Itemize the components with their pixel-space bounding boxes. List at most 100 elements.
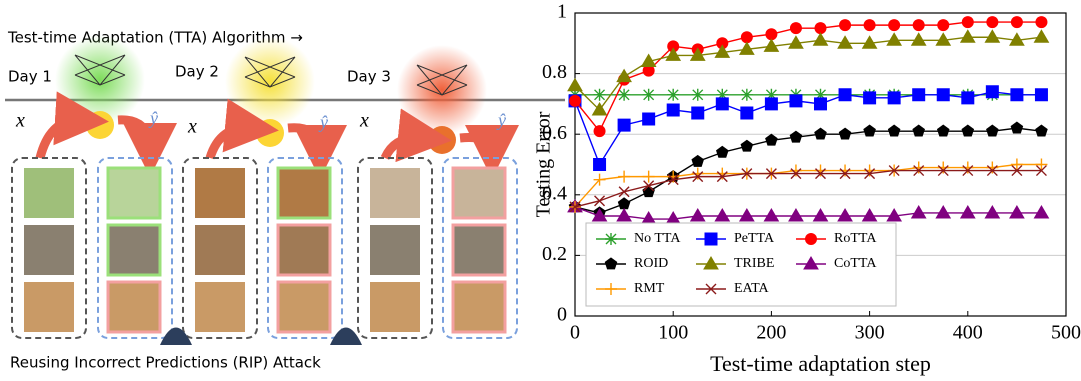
- data-point: [985, 206, 999, 218]
- data-point: [1035, 89, 1047, 101]
- y-axis-label: Testing Error: [533, 111, 555, 217]
- data-point: [569, 95, 581, 107]
- output-label: ŷ: [496, 110, 506, 130]
- data-point: [838, 209, 852, 221]
- data-point: [986, 86, 998, 98]
- data-point: [815, 98, 827, 110]
- data-point: [1035, 159, 1047, 171]
- legend-swatch: [805, 233, 817, 245]
- x-axis-label: Test-time adaptation step: [710, 351, 931, 376]
- data-point: [790, 95, 802, 107]
- data-point: [912, 206, 926, 218]
- data-point: [815, 128, 826, 139]
- data-point: [913, 89, 925, 101]
- diagram: Test-time Adaptation (TTA) Algorithm → D…: [5, 29, 565, 372]
- data-point: [594, 159, 606, 171]
- data-point: [618, 171, 630, 183]
- x-tick-label: 0: [570, 322, 580, 344]
- data-point: [617, 70, 631, 82]
- data-point: [839, 128, 850, 139]
- data-point: [1011, 89, 1023, 101]
- data-point: [692, 155, 703, 166]
- data-point: [937, 89, 949, 101]
- data-point: [715, 209, 729, 221]
- data-point: [864, 165, 876, 177]
- data-point: [717, 146, 728, 157]
- y-tick-label: 0: [557, 304, 567, 326]
- data-point: [888, 125, 899, 136]
- data-point: [1011, 16, 1023, 28]
- x-tick-label: 400: [953, 322, 983, 344]
- attacker-icons: [160, 328, 362, 346]
- input-label: x: [15, 110, 25, 132]
- data-point: [716, 98, 728, 110]
- network-glow: [225, 37, 315, 127]
- data-point: [815, 165, 827, 177]
- data-point: [913, 162, 925, 174]
- input-label: x: [187, 116, 197, 138]
- data-point: [814, 33, 828, 45]
- x-tick-label: 500: [1051, 322, 1081, 344]
- data-point: [765, 98, 777, 110]
- emoji: [86, 111, 114, 139]
- data-point: [985, 30, 999, 42]
- day-label: Day 3: [347, 68, 391, 86]
- data-point: [937, 19, 949, 31]
- legend-swatch: [605, 233, 617, 245]
- data-point: [764, 209, 778, 221]
- data-point: [962, 162, 974, 174]
- data-point: [618, 119, 630, 131]
- data-point: [789, 209, 803, 221]
- legend-label: No TTA: [634, 231, 681, 246]
- data-point: [741, 107, 753, 119]
- data-point: [888, 19, 900, 31]
- data-point: [839, 19, 851, 31]
- data-point: [790, 22, 802, 34]
- legend-swatch: [705, 233, 717, 245]
- data-point: [691, 209, 705, 221]
- data-point: [962, 16, 974, 28]
- data-point: [962, 92, 974, 104]
- diagram-caption: Reusing Incorrect Predictions (RIP) Atta…: [10, 354, 321, 372]
- data-point: [1011, 122, 1022, 133]
- emoji: [256, 119, 284, 147]
- figure: Test-time Adaptation (TTA) Algorithm → D…: [0, 0, 1081, 381]
- x-tick-label: 200: [756, 322, 786, 344]
- input-label: x: [359, 110, 369, 132]
- data-point: [617, 209, 631, 221]
- data-point: [839, 89, 851, 101]
- data-point: [913, 19, 925, 31]
- data-point: [986, 16, 998, 28]
- day-label: Day 2: [175, 63, 219, 81]
- data-point: [864, 19, 876, 31]
- data-point: [766, 134, 777, 145]
- data-point: [595, 196, 605, 206]
- day-label: Day 1: [8, 68, 52, 86]
- legend-label: CoTTA: [834, 256, 877, 271]
- data-point: [740, 209, 754, 221]
- network-glow: [397, 45, 487, 135]
- data-point: [594, 89, 606, 101]
- data-point: [716, 168, 728, 180]
- x-tick-label: 100: [658, 322, 688, 344]
- data-point: [692, 107, 704, 119]
- data-point: [692, 89, 704, 101]
- data-point: [667, 104, 679, 116]
- legend-label: RoTTA: [834, 231, 877, 246]
- legend-label: ROID: [634, 256, 668, 271]
- legend-label: EATA: [734, 281, 770, 296]
- data-point: [962, 125, 973, 136]
- data-point: [667, 89, 679, 101]
- data-point: [568, 79, 582, 91]
- image-columns: [12, 158, 517, 338]
- data-point: [1034, 206, 1048, 218]
- data-point: [790, 165, 802, 177]
- y-tick-label: 0.2: [542, 243, 567, 265]
- data-point: [643, 113, 655, 125]
- data-point: [986, 162, 998, 174]
- emoji: [428, 126, 456, 154]
- data-point: [741, 140, 752, 151]
- data-point: [912, 33, 926, 45]
- legend-label: RMT: [634, 281, 665, 296]
- output-label: ŷ: [148, 108, 158, 128]
